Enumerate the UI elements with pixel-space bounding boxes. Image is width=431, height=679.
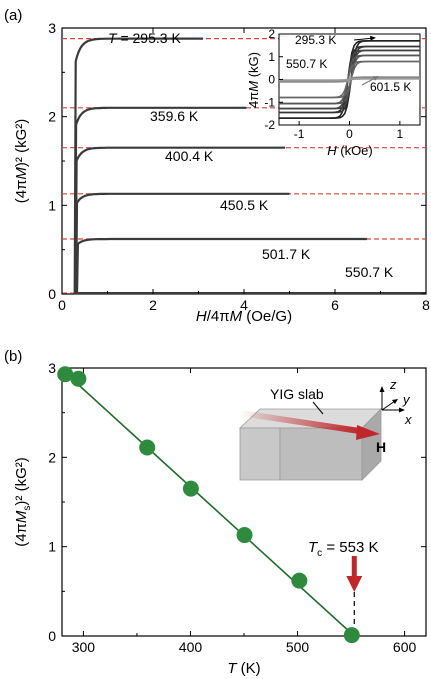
inset-ylabel: 4πM (kG) (246, 52, 261, 108)
axis-y-label: y (402, 392, 411, 407)
panel-a-curves (73, 37, 426, 295)
panel-b-frame (61, 367, 427, 637)
a-xtick-label-4: 8 (422, 297, 430, 313)
panel-b-xlabel: T (K) (227, 660, 260, 677)
inset-arrowhead-295 (370, 35, 376, 41)
data-point-3 (182, 480, 199, 497)
data-point-2 (139, 439, 156, 456)
tc-arrow-head (346, 576, 363, 592)
inset-ytick-label-2: 0 (268, 73, 275, 87)
data-point-4 (236, 527, 253, 544)
a-ytick-label-1: 1 (48, 197, 56, 213)
a-ytick-label-3: 3 (48, 20, 56, 36)
slab-label: YIG slab (270, 386, 324, 402)
a-xtick-label-0: 0 (58, 297, 66, 313)
panel-b-ticks: 300 400 500 600 0 1 2 3 (48, 360, 426, 655)
axis-y (381, 400, 396, 411)
panel-a: (a) 0 2 4 6 8 0 1 2 3 T = 295.3 K 359.6 K 400.4 … (4, 7, 430, 325)
panel-b-ylabel: (4πMs)² (kG²) (13, 457, 33, 547)
inset-arrowhead-601 (372, 76, 379, 81)
field-arrow-head (356, 425, 380, 440)
curve-5 (74, 292, 426, 295)
panel-a-series-labels: T = 295.3 K 359.6 K 400.4 K 450.5 K 501.… (108, 30, 394, 280)
inset-ytick-label-0: -2 (264, 118, 275, 132)
inset-loops (279, 39, 420, 119)
curve-3 (75, 192, 290, 295)
data-point-1 (70, 370, 87, 387)
a-xtick-label-3: 6 (331, 297, 339, 313)
axis-z-label: z (389, 377, 397, 392)
tc-arrow (346, 556, 363, 592)
inset-ticks: -1 0 1 -2 -1 0 1 2 (264, 27, 403, 141)
slab-front-face (239, 427, 281, 481)
inset-ytick-label-1: -1 (264, 95, 275, 109)
series-label-450: 450.5 K (220, 197, 269, 213)
a-xtick-label-1: 2 (149, 297, 157, 313)
axis-y-head (392, 399, 398, 404)
field-label: H (376, 439, 386, 455)
b-ytick-label-1: 1 (48, 539, 56, 555)
b-ytick-label-2: 2 (48, 449, 56, 465)
inset-ytick-label-3: 1 (268, 50, 275, 64)
panel-a-xlabel: H/4πM (Oe/G) (196, 308, 292, 325)
panel-b: (b) 300 400 500 600 0 1 2 3 H YIG slab (4, 348, 427, 677)
inset-label-601: 601.5 K (370, 80, 411, 94)
panel-a-label: (a) (4, 7, 22, 24)
axis-z-head (379, 386, 385, 392)
axis-x-head (399, 407, 405, 413)
inset-xtick-label-0: -1 (294, 127, 305, 141)
tc-arrow-shaft (351, 556, 357, 578)
data-point-5 (291, 572, 308, 589)
b-xtick-label-3: 600 (393, 639, 417, 655)
data-point-0 (57, 366, 74, 383)
b-xtick-label-2: 500 (286, 639, 310, 655)
yig-slab-illustration: H YIG slab z y x (238, 377, 412, 481)
inset-xtick-label-2: 1 (397, 127, 404, 141)
curve-4 (75, 237, 367, 295)
series-label-400: 400.4 K (165, 148, 214, 164)
inset-ytick-label-4: 2 (268, 27, 275, 41)
curve-1 (74, 106, 247, 295)
panel-a-inset: -1 0 1 -2 -1 0 1 2 295.3 K 550.7 K 601.5 K H (k… (246, 27, 421, 158)
panel-b-points (57, 366, 360, 644)
slab-side-face (279, 427, 363, 481)
inset-xlabel: H (kOe) (327, 143, 373, 158)
a-ytick-label-0: 0 (48, 286, 56, 302)
axis-x-label: x (404, 412, 412, 427)
series-label-550: 550.7 K (345, 264, 394, 280)
series-label-359: 359.6 K (150, 108, 199, 124)
data-point-6 (343, 627, 360, 644)
inset-xtick-label-1: 0 (346, 127, 353, 141)
a-xtick-label-2: 4 (240, 297, 248, 313)
field-arrow-shaft (240, 410, 360, 434)
inset-loop-4-down (279, 60, 420, 99)
series-label-501: 501.7 K (262, 246, 311, 262)
inset-label-295: 295.3 K (295, 33, 336, 47)
panel-a-ylabel: (4πM)² (kG²) (13, 119, 30, 204)
curve-2 (74, 146, 285, 295)
b-xtick-label-0: 300 (72, 639, 96, 655)
panel-b-label: (b) (4, 348, 22, 365)
inset-label-550: 550.7 K (286, 57, 327, 71)
b-ytick-label-0: 0 (48, 628, 56, 644)
a-ytick-label-2: 2 (48, 109, 56, 125)
tc-label: Tc = 553 K (308, 539, 378, 559)
series-label-295: T = 295.3 K (108, 30, 181, 46)
curve-0 (73, 37, 204, 295)
panel-b-fit-line (61, 369, 355, 637)
b-ytick-label-3: 3 (48, 360, 56, 376)
slab-end-face (361, 408, 382, 481)
inset-loop-6-down (279, 78, 420, 81)
panel-a-ticks: 0 2 4 6 8 0 1 2 3 (48, 20, 430, 313)
slab-label-leader (312, 401, 324, 415)
b-xtick-label-1: 400 (179, 639, 203, 655)
